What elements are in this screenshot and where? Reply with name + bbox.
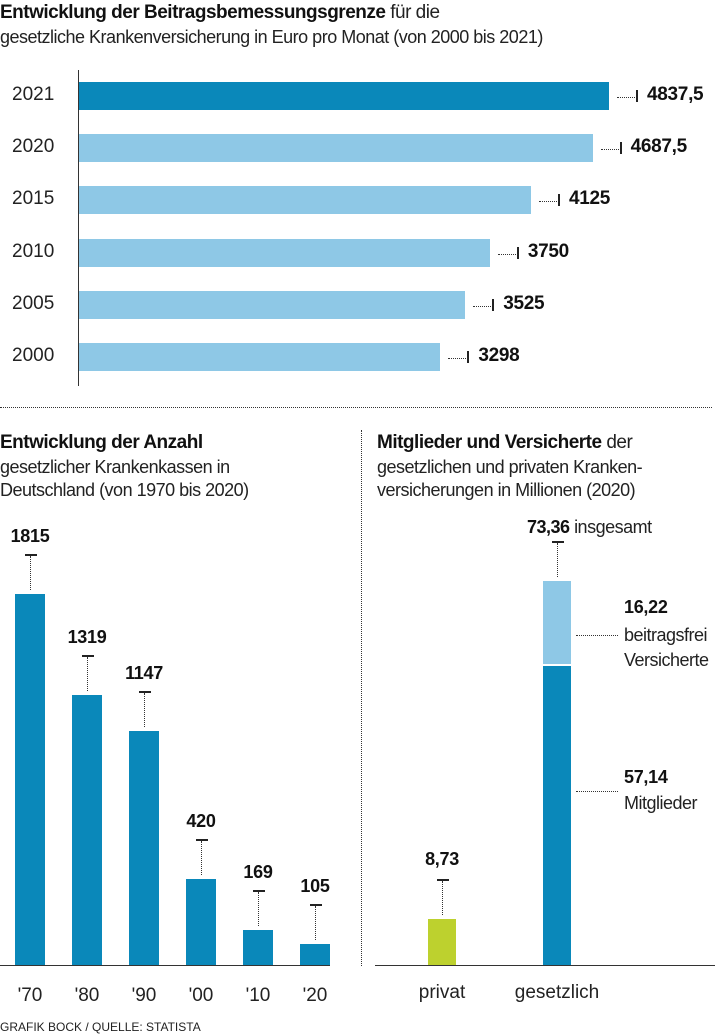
bar: [72, 695, 102, 965]
leader: [30, 556, 31, 590]
bar: [79, 82, 609, 110]
leader: [315, 905, 316, 940]
year-label: 2020: [12, 136, 55, 158]
axis-label: privat: [418, 982, 466, 1003]
value-label: 8,73: [425, 849, 459, 870]
bar: [15, 594, 45, 965]
tick: [139, 690, 151, 693]
beitragsfrei-label-1: beitragsfrei: [624, 625, 708, 645]
leader: [442, 881, 443, 916]
leader: [201, 841, 202, 876]
bar: [79, 134, 593, 163]
chart1-axis: [78, 70, 79, 386]
axis-label: '20: [302, 985, 328, 1006]
chart2-title: Entwicklung der Anzahl: [0, 432, 203, 453]
mitglieder-leader: [576, 791, 618, 792]
year-label: 2005: [12, 292, 55, 314]
bar: [79, 238, 490, 267]
value-label: 420: [186, 811, 216, 832]
leader: [144, 692, 145, 727]
value-label: 3298: [478, 345, 520, 366]
separator: [0, 407, 712, 408]
mitglieder-value: 57,14: [624, 767, 668, 787]
axis-label: gesetzlich: [514, 982, 600, 1003]
leader: [600, 149, 619, 151]
tick: [82, 655, 94, 658]
footer-source: GRAFIK BOCK / QUELLE: STATISTA: [0, 1020, 201, 1034]
value-label: 169: [243, 862, 273, 883]
chart3-title: Mitglieder und Versicherte der: [377, 432, 633, 453]
year-label: 2021: [12, 84, 55, 105]
year-label: 2000: [12, 345, 55, 366]
bar: [79, 343, 441, 371]
value-label: 4687,5: [630, 136, 688, 158]
leader: [87, 657, 88, 692]
bar: [243, 930, 273, 965]
bar: [79, 290, 466, 319]
axis-label: '00: [188, 985, 214, 1006]
value-label: 105: [300, 875, 330, 896]
value-label: 1815: [10, 526, 50, 546]
chart2-baseline: [0, 965, 330, 966]
beitragsfrei-label-2: Versicherte: [624, 650, 709, 670]
total-label: 73,36 insgesamt: [527, 517, 652, 537]
bar: [186, 879, 216, 965]
tick: [552, 541, 564, 543]
axis-label: '90: [131, 985, 157, 1006]
chart1-subtitle: gesetzliche Krankenversicherung in Euro …: [0, 27, 543, 47]
value-label: 1147: [125, 662, 163, 683]
value-label: 1319: [67, 627, 107, 648]
year-label: 2010: [12, 240, 55, 262]
chart3-subtitle-2: versicherungen in Millionen (2020): [377, 480, 636, 500]
tick: [619, 142, 622, 155]
bar: [300, 943, 330, 965]
leader: [448, 358, 467, 359]
value-label: 3750: [527, 240, 569, 262]
tick: [557, 194, 560, 207]
tick: [196, 839, 208, 842]
beitragsfrei-leader: [576, 635, 618, 636]
chart2-subtitle-1: gesetzlicher Krankenkassen in: [0, 457, 230, 477]
leader: [557, 543, 558, 577]
chart3-subtitle-1: gesetzlichen und privaten Kranken-: [377, 457, 643, 477]
axis-label: '10: [245, 985, 271, 1006]
tick: [492, 298, 495, 311]
leader: [538, 201, 557, 203]
beitragsfrei-value: 16,22: [624, 597, 668, 617]
chart1-title: Entwicklung der Beitragsbemessungsgrenze…: [0, 2, 440, 23]
tick: [636, 90, 638, 102]
leader: [497, 253, 516, 255]
value-label: 4125: [568, 188, 611, 210]
tick: [253, 890, 265, 893]
axis-label: '80: [74, 985, 100, 1006]
chart3-baseline: [375, 965, 715, 966]
bar-beitragsfrei: [543, 581, 571, 664]
bar-mitglieder: [428, 919, 456, 965]
mitglieder-label: Mitglieder: [624, 793, 698, 813]
chart2-subtitle-2: Deutschland (von 1970 bis 2020): [0, 480, 249, 500]
tick: [516, 246, 519, 259]
tick: [310, 903, 322, 906]
bar: [129, 730, 159, 965]
leader: [473, 305, 492, 307]
tick: [25, 554, 37, 556]
axis-label: '70: [17, 985, 43, 1006]
bar-mitglieder: [543, 665, 571, 965]
value-label: 4837,5: [647, 84, 704, 105]
leader: [258, 892, 259, 927]
bar: [79, 186, 531, 215]
year-label: 2015: [12, 188, 55, 210]
tick: [437, 879, 449, 882]
separator-vertical: [361, 430, 362, 966]
leader: [617, 97, 635, 98]
value-label: 3525: [503, 292, 545, 314]
tick: [467, 351, 470, 363]
